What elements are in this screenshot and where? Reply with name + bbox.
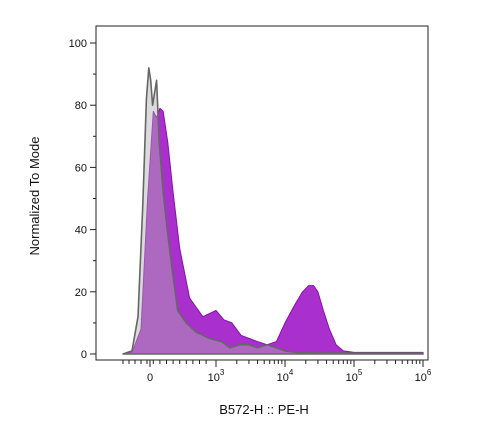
x-tick-label: 0 xyxy=(147,372,153,384)
y-tick-label: 80 xyxy=(75,100,87,112)
y-axis: 0 20 40 60 80 100 xyxy=(69,38,96,361)
y-axis-title: Normalized To Mode xyxy=(27,137,42,256)
y-tick-label: 40 xyxy=(75,225,87,237)
x-axis: 0 103 104 105 106 xyxy=(122,360,432,384)
series-2-area xyxy=(122,67,424,355)
series-1-area xyxy=(122,107,424,355)
y-tick-label: 60 xyxy=(75,162,87,174)
x-axis-title: B572-H :: PE-H xyxy=(219,402,309,417)
x-tick-label: 106 xyxy=(415,368,432,384)
x-tick-label: 103 xyxy=(208,368,225,384)
series-layer xyxy=(122,67,424,355)
x-tick-label: 104 xyxy=(277,368,294,384)
x-tick-label: 105 xyxy=(346,368,363,384)
y-tick-label: 100 xyxy=(69,38,87,50)
y-tick-label: 20 xyxy=(75,287,87,299)
y-tick-label: 0 xyxy=(81,349,87,361)
